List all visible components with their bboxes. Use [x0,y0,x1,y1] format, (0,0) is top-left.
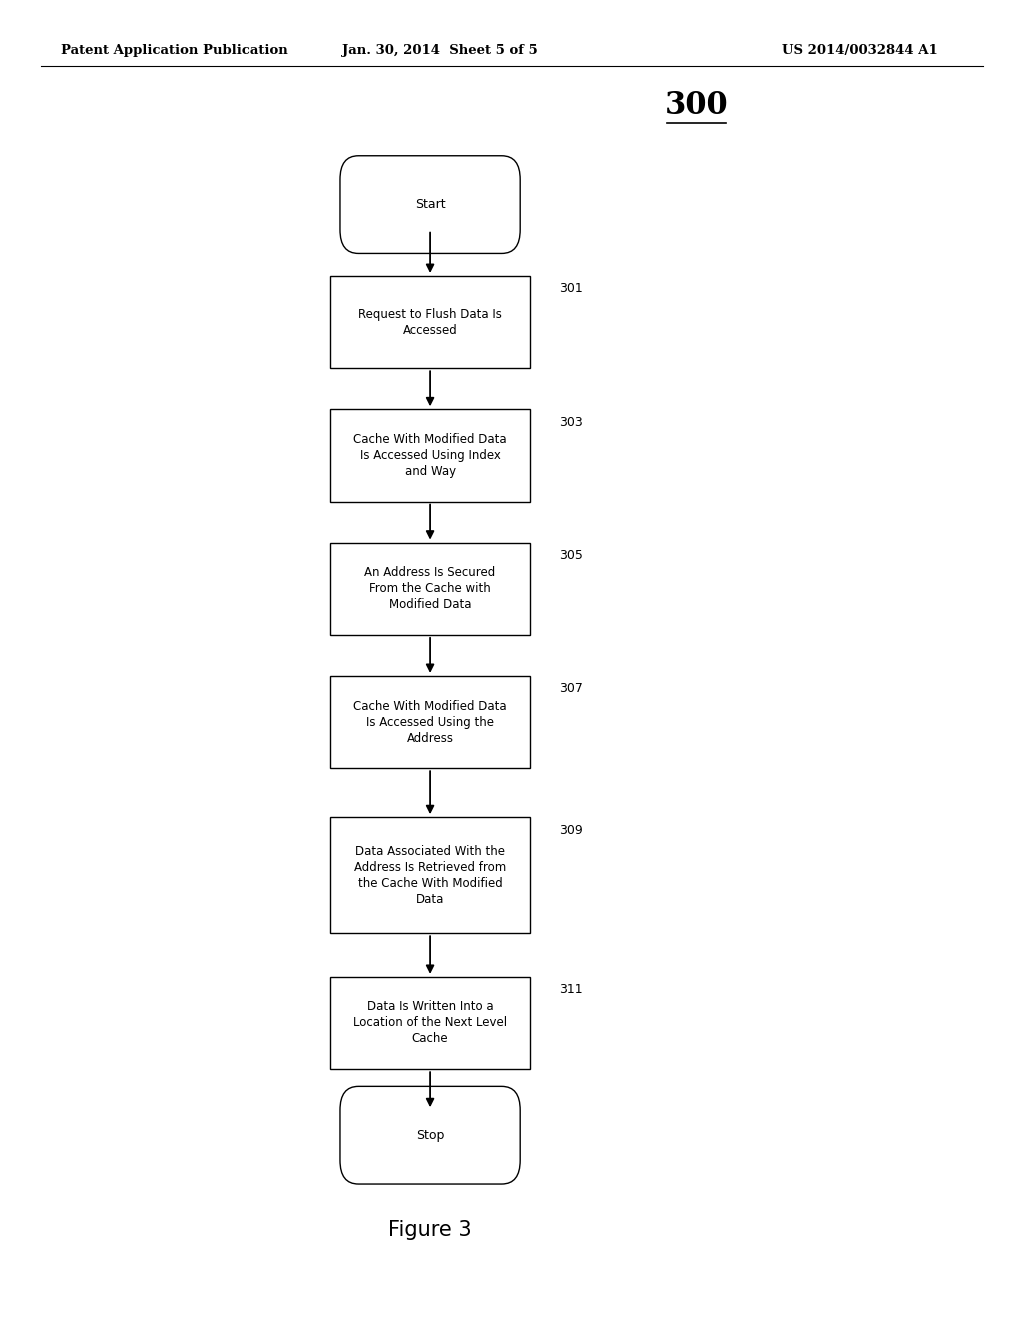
FancyBboxPatch shape [330,276,530,368]
Text: Patent Application Publication: Patent Application Publication [61,44,288,57]
FancyBboxPatch shape [330,817,530,933]
Text: Start: Start [415,198,445,211]
Text: 305: 305 [559,549,583,562]
Text: Data Is Written Into a
Location of the Next Level
Cache: Data Is Written Into a Location of the N… [353,1001,507,1045]
Text: Data Associated With the
Address Is Retrieved from
the Cache With Modified
Data: Data Associated With the Address Is Retr… [354,845,506,906]
Text: Jan. 30, 2014  Sheet 5 of 5: Jan. 30, 2014 Sheet 5 of 5 [342,44,539,57]
Text: Cache With Modified Data
Is Accessed Using the
Address: Cache With Modified Data Is Accessed Usi… [353,700,507,744]
FancyBboxPatch shape [330,543,530,635]
Text: 311: 311 [559,983,583,997]
FancyBboxPatch shape [330,977,530,1069]
Text: Cache With Modified Data
Is Accessed Using Index
and Way: Cache With Modified Data Is Accessed Usi… [353,433,507,478]
Text: 303: 303 [559,416,583,429]
FancyBboxPatch shape [330,409,530,502]
Text: Figure 3: Figure 3 [388,1220,472,1241]
Text: 309: 309 [559,824,583,837]
Text: An Address Is Secured
From the Cache with
Modified Data: An Address Is Secured From the Cache wit… [365,566,496,611]
FancyBboxPatch shape [340,1086,520,1184]
Text: Request to Flush Data Is
Accessed: Request to Flush Data Is Accessed [358,308,502,337]
Text: 307: 307 [559,682,583,696]
Text: 301: 301 [559,282,583,296]
Text: 300: 300 [665,90,728,121]
Text: US 2014/0032844 A1: US 2014/0032844 A1 [782,44,938,57]
FancyBboxPatch shape [330,676,530,768]
FancyBboxPatch shape [340,156,520,253]
Text: Stop: Stop [416,1129,444,1142]
